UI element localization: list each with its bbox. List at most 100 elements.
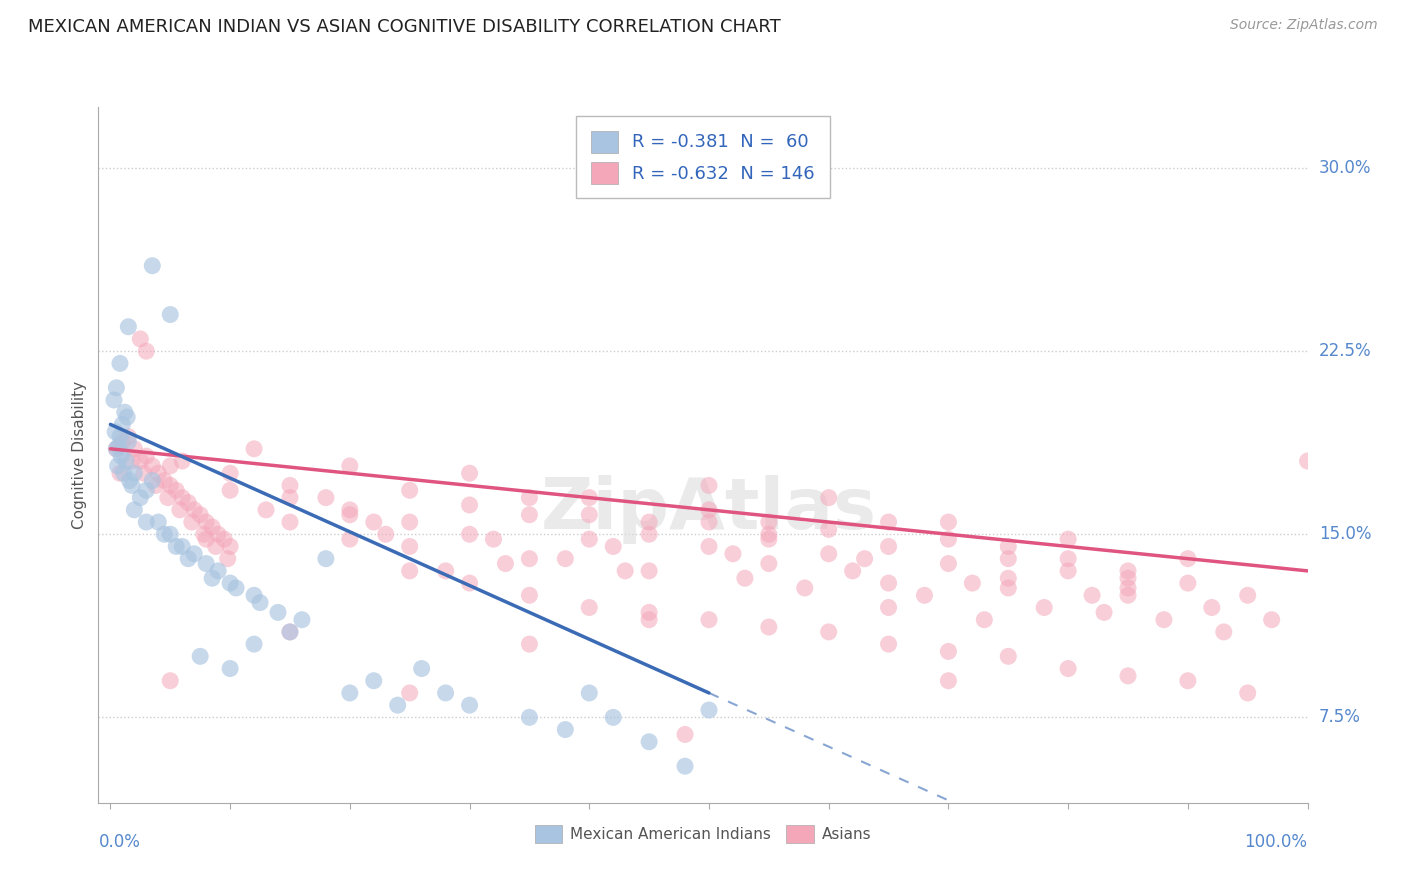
Mexican American Indians [108, 356, 131, 370]
Mexican American Indians [387, 698, 409, 713]
Mexican American Indians [104, 425, 127, 439]
Asians [217, 551, 239, 566]
Text: ZipAtlas: ZipAtlas [541, 475, 877, 544]
Asians [339, 532, 361, 546]
Asians [156, 491, 179, 505]
Mexican American Indians [115, 410, 138, 425]
Mexican American Indians [434, 686, 457, 700]
Mexican American Indians [177, 551, 200, 566]
Asians [278, 624, 301, 639]
Asians [159, 458, 181, 473]
Mexican American Indians [135, 515, 157, 529]
Asians [1116, 588, 1139, 602]
Asians [578, 508, 600, 522]
Asians [169, 503, 191, 517]
Mexican American Indians [165, 540, 187, 554]
Asians [938, 532, 960, 546]
Mexican American Indians [112, 467, 135, 481]
Asians [877, 600, 900, 615]
Asians [1177, 673, 1199, 688]
Asians [1116, 581, 1139, 595]
Asians [1057, 564, 1080, 578]
Asians [1057, 551, 1080, 566]
Asians [697, 503, 720, 517]
Mexican American Indians [183, 547, 205, 561]
Asians [758, 515, 780, 529]
Asians [1033, 600, 1056, 615]
Asians [1116, 564, 1139, 578]
Asians [1116, 669, 1139, 683]
Asians [132, 467, 155, 481]
Mexican American Indians [225, 581, 247, 595]
Text: 100.0%: 100.0% [1244, 833, 1308, 851]
Mexican American Indians [118, 474, 141, 488]
Text: 30.0%: 30.0% [1319, 159, 1371, 178]
Mexican American Indians [115, 454, 138, 468]
Asians [734, 571, 756, 585]
Asians [1177, 576, 1199, 591]
Asians [195, 515, 218, 529]
Mexican American Indians [673, 759, 696, 773]
Asians [129, 454, 152, 468]
Asians [219, 467, 242, 481]
Asians [148, 467, 170, 481]
Asians [817, 491, 839, 505]
Asians [363, 515, 385, 529]
Asians [962, 576, 984, 591]
Mexican American Indians [195, 557, 218, 571]
Asians [398, 540, 420, 554]
Asians [135, 344, 157, 359]
Mexican American Indians [291, 613, 314, 627]
Asians [697, 613, 720, 627]
Asians [721, 547, 744, 561]
Asians [145, 478, 167, 492]
Asians [458, 498, 481, 512]
Mexican American Indians [114, 405, 136, 419]
Mexican American Indians [458, 698, 481, 713]
Asians [638, 515, 661, 529]
Mexican American Indians [219, 661, 242, 675]
Asians [105, 442, 128, 456]
Mexican American Indians [315, 551, 337, 566]
Mexican American Indians [103, 392, 125, 407]
Legend: R = -0.381  N =  60, R = -0.632  N = 146: R = -0.381 N = 60, R = -0.632 N = 146 [576, 116, 830, 198]
Asians [153, 474, 176, 488]
Asians [135, 449, 157, 463]
Mexican American Indians [148, 515, 170, 529]
Asians [188, 508, 211, 522]
Text: MEXICAN AMERICAN INDIAN VS ASIAN COGNITIVE DISABILITY CORRELATION CHART: MEXICAN AMERICAN INDIAN VS ASIAN COGNITI… [28, 18, 780, 36]
Asians [997, 551, 1019, 566]
Y-axis label: Cognitive Disability: Cognitive Disability [72, 381, 87, 529]
Asians [207, 527, 229, 541]
Mexican American Indians [117, 434, 139, 449]
Asians [121, 454, 143, 468]
Asians [638, 606, 661, 620]
Asians [117, 429, 139, 443]
Asians [1116, 571, 1139, 585]
Asians [973, 613, 995, 627]
Asians [339, 458, 361, 473]
Asians [180, 515, 202, 529]
Mexican American Indians [363, 673, 385, 688]
Asians [997, 571, 1019, 585]
Mexican American Indians [105, 381, 128, 395]
Asians [877, 576, 900, 591]
Mexican American Indians [111, 417, 134, 432]
Asians [159, 673, 181, 688]
Asians [1201, 600, 1223, 615]
Mexican American Indians [243, 588, 266, 602]
Asians [482, 532, 505, 546]
Asians [638, 527, 661, 541]
Asians [108, 467, 131, 481]
Asians [578, 600, 600, 615]
Asians [243, 442, 266, 456]
Asians [938, 673, 960, 688]
Asians [1260, 613, 1282, 627]
Asians [519, 551, 541, 566]
Mexican American Indians [697, 703, 720, 717]
Mexican American Indians [117, 319, 139, 334]
Asians [177, 495, 200, 509]
Mexican American Indians [267, 606, 290, 620]
Asians [614, 564, 637, 578]
Asians [1236, 588, 1258, 602]
